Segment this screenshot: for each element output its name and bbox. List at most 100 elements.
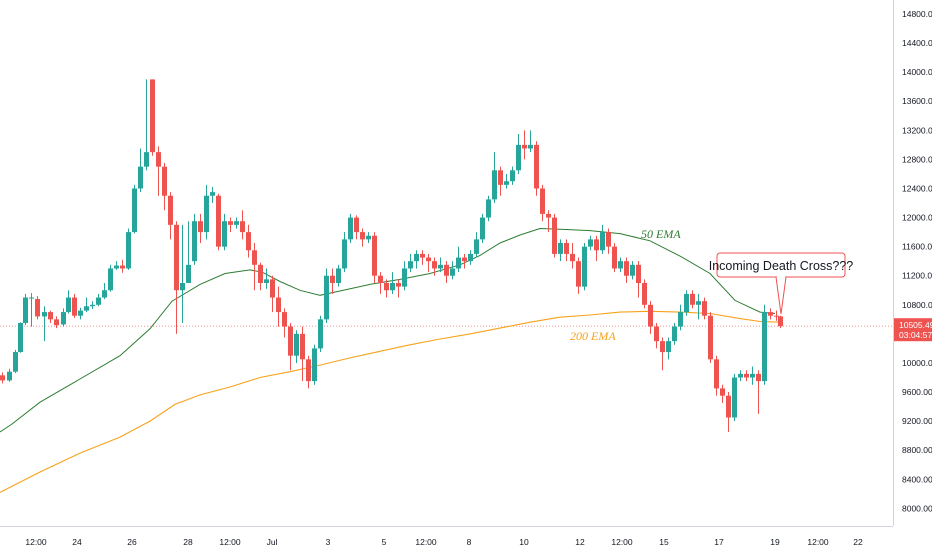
candle-body	[282, 312, 287, 327]
candle-body	[234, 221, 239, 225]
candle-body	[576, 261, 581, 287]
candle-body	[594, 239, 599, 251]
candle-body	[714, 359, 719, 389]
candle-body	[504, 181, 509, 185]
candle-body	[546, 213, 551, 218]
candle-body	[61, 312, 66, 325]
candle-body	[582, 246, 587, 287]
time-tick-label: 10	[519, 537, 529, 547]
callout-pointer	[775, 276, 787, 315]
candle-body	[516, 144, 521, 171]
candle-body	[276, 297, 281, 313]
candle-body	[402, 268, 407, 287]
candle-body	[210, 192, 215, 196]
time-axis[interactable]: 12:00 24 26 28 12:00 Jul 3 5 12:00 8 10 12 12:00 15 17…	[25, 537, 863, 547]
candle-body	[684, 293, 689, 313]
price-tick-label: 14000.00	[902, 67, 932, 77]
candle-body	[660, 341, 665, 353]
candle-body	[78, 310, 83, 316]
time-tick-label: 12:00	[807, 537, 829, 547]
candle-body	[366, 235, 371, 240]
candle-body	[72, 297, 77, 316]
price-tick-label: 11200.00	[902, 271, 932, 281]
candle-body	[270, 279, 275, 298]
plot-area[interactable]: 50 EMA 200 EMA Incoming Death Cross???	[0, 79, 893, 493]
price-tick-label: 12000.00	[902, 213, 932, 223]
candle-body	[360, 232, 365, 240]
candle-body	[636, 264, 641, 283]
price-axis[interactable]: 14800.00 14400.00 14000.00 13600.00 13200.00…	[902, 9, 932, 513]
candle-body	[696, 301, 701, 305]
candle-body	[450, 268, 455, 276]
candle-body	[186, 264, 191, 283]
candle-body	[348, 217, 353, 240]
time-tick-label: 26	[127, 537, 137, 547]
candle-body	[84, 306, 89, 311]
candle-body	[90, 304, 95, 307]
candle-body	[294, 333, 299, 356]
price-tag-countdown: 03:04:57	[899, 330, 932, 340]
candle-body	[624, 261, 629, 276]
candle-body	[192, 221, 197, 262]
candle-body	[480, 217, 485, 240]
candle-body	[618, 261, 623, 269]
candle-body	[492, 170, 497, 200]
candle-body	[528, 144, 533, 149]
candle-body	[648, 304, 653, 327]
price-tick-label: 13600.00	[902, 96, 932, 106]
candle-body	[354, 217, 359, 233]
time-tick-label: 24	[72, 537, 82, 547]
candle-body	[144, 152, 149, 167]
candle-body	[612, 246, 617, 269]
candle-body	[396, 282, 401, 287]
candle-body	[534, 144, 539, 189]
candle-body	[414, 253, 419, 262]
candle-body	[126, 232, 131, 269]
price-tick-label: 14400.00	[902, 38, 932, 48]
candle-body	[156, 152, 161, 167]
candle-body	[768, 312, 773, 316]
candle-body	[510, 170, 515, 182]
candle-body	[570, 253, 575, 262]
candle-body	[738, 373, 743, 378]
candle-body	[18, 322, 23, 353]
price-tick-label: 8400.00	[902, 474, 932, 484]
time-tick-label: 22	[853, 537, 863, 547]
candle-body	[408, 261, 413, 269]
candle-body	[342, 239, 347, 269]
candle-body	[588, 239, 593, 247]
candle-body	[462, 257, 467, 262]
time-tick-label: Jul	[267, 537, 278, 547]
candle-body	[378, 275, 383, 283]
candle-body	[300, 333, 305, 360]
price-tick-label: 11600.00	[902, 242, 932, 252]
price-tick-label: 12800.00	[902, 154, 932, 164]
price-tick-label: 9600.00	[902, 387, 932, 397]
candle-body	[778, 316, 783, 327]
candle-body	[23, 297, 28, 323]
candle-body	[756, 373, 761, 382]
time-tick-label: 3	[326, 537, 331, 547]
candle-body	[288, 326, 293, 356]
death-cross-callout: Incoming Death Cross???	[709, 252, 854, 315]
time-tick-label: 12:00	[25, 537, 47, 547]
candle-body	[180, 282, 185, 291]
price-tick-label: 8000.00	[902, 503, 932, 513]
candle-body	[240, 221, 245, 233]
time-tick-label: 5	[382, 537, 387, 547]
candle-body	[690, 293, 695, 305]
ema50-label: 50 EMA	[641, 227, 681, 241]
candle-body	[468, 253, 473, 262]
candle-body	[318, 319, 323, 349]
candle-body	[456, 257, 461, 269]
candle-body	[642, 282, 647, 305]
candle-body	[0, 375, 5, 381]
candle-body	[162, 166, 167, 196]
candle-body	[474, 239, 479, 254]
callout-text: Incoming Death Cross???	[709, 259, 854, 273]
candle-body	[13, 352, 18, 372]
candle-body	[138, 166, 143, 189]
candle-body	[264, 279, 269, 283]
candle-body	[330, 275, 335, 283]
